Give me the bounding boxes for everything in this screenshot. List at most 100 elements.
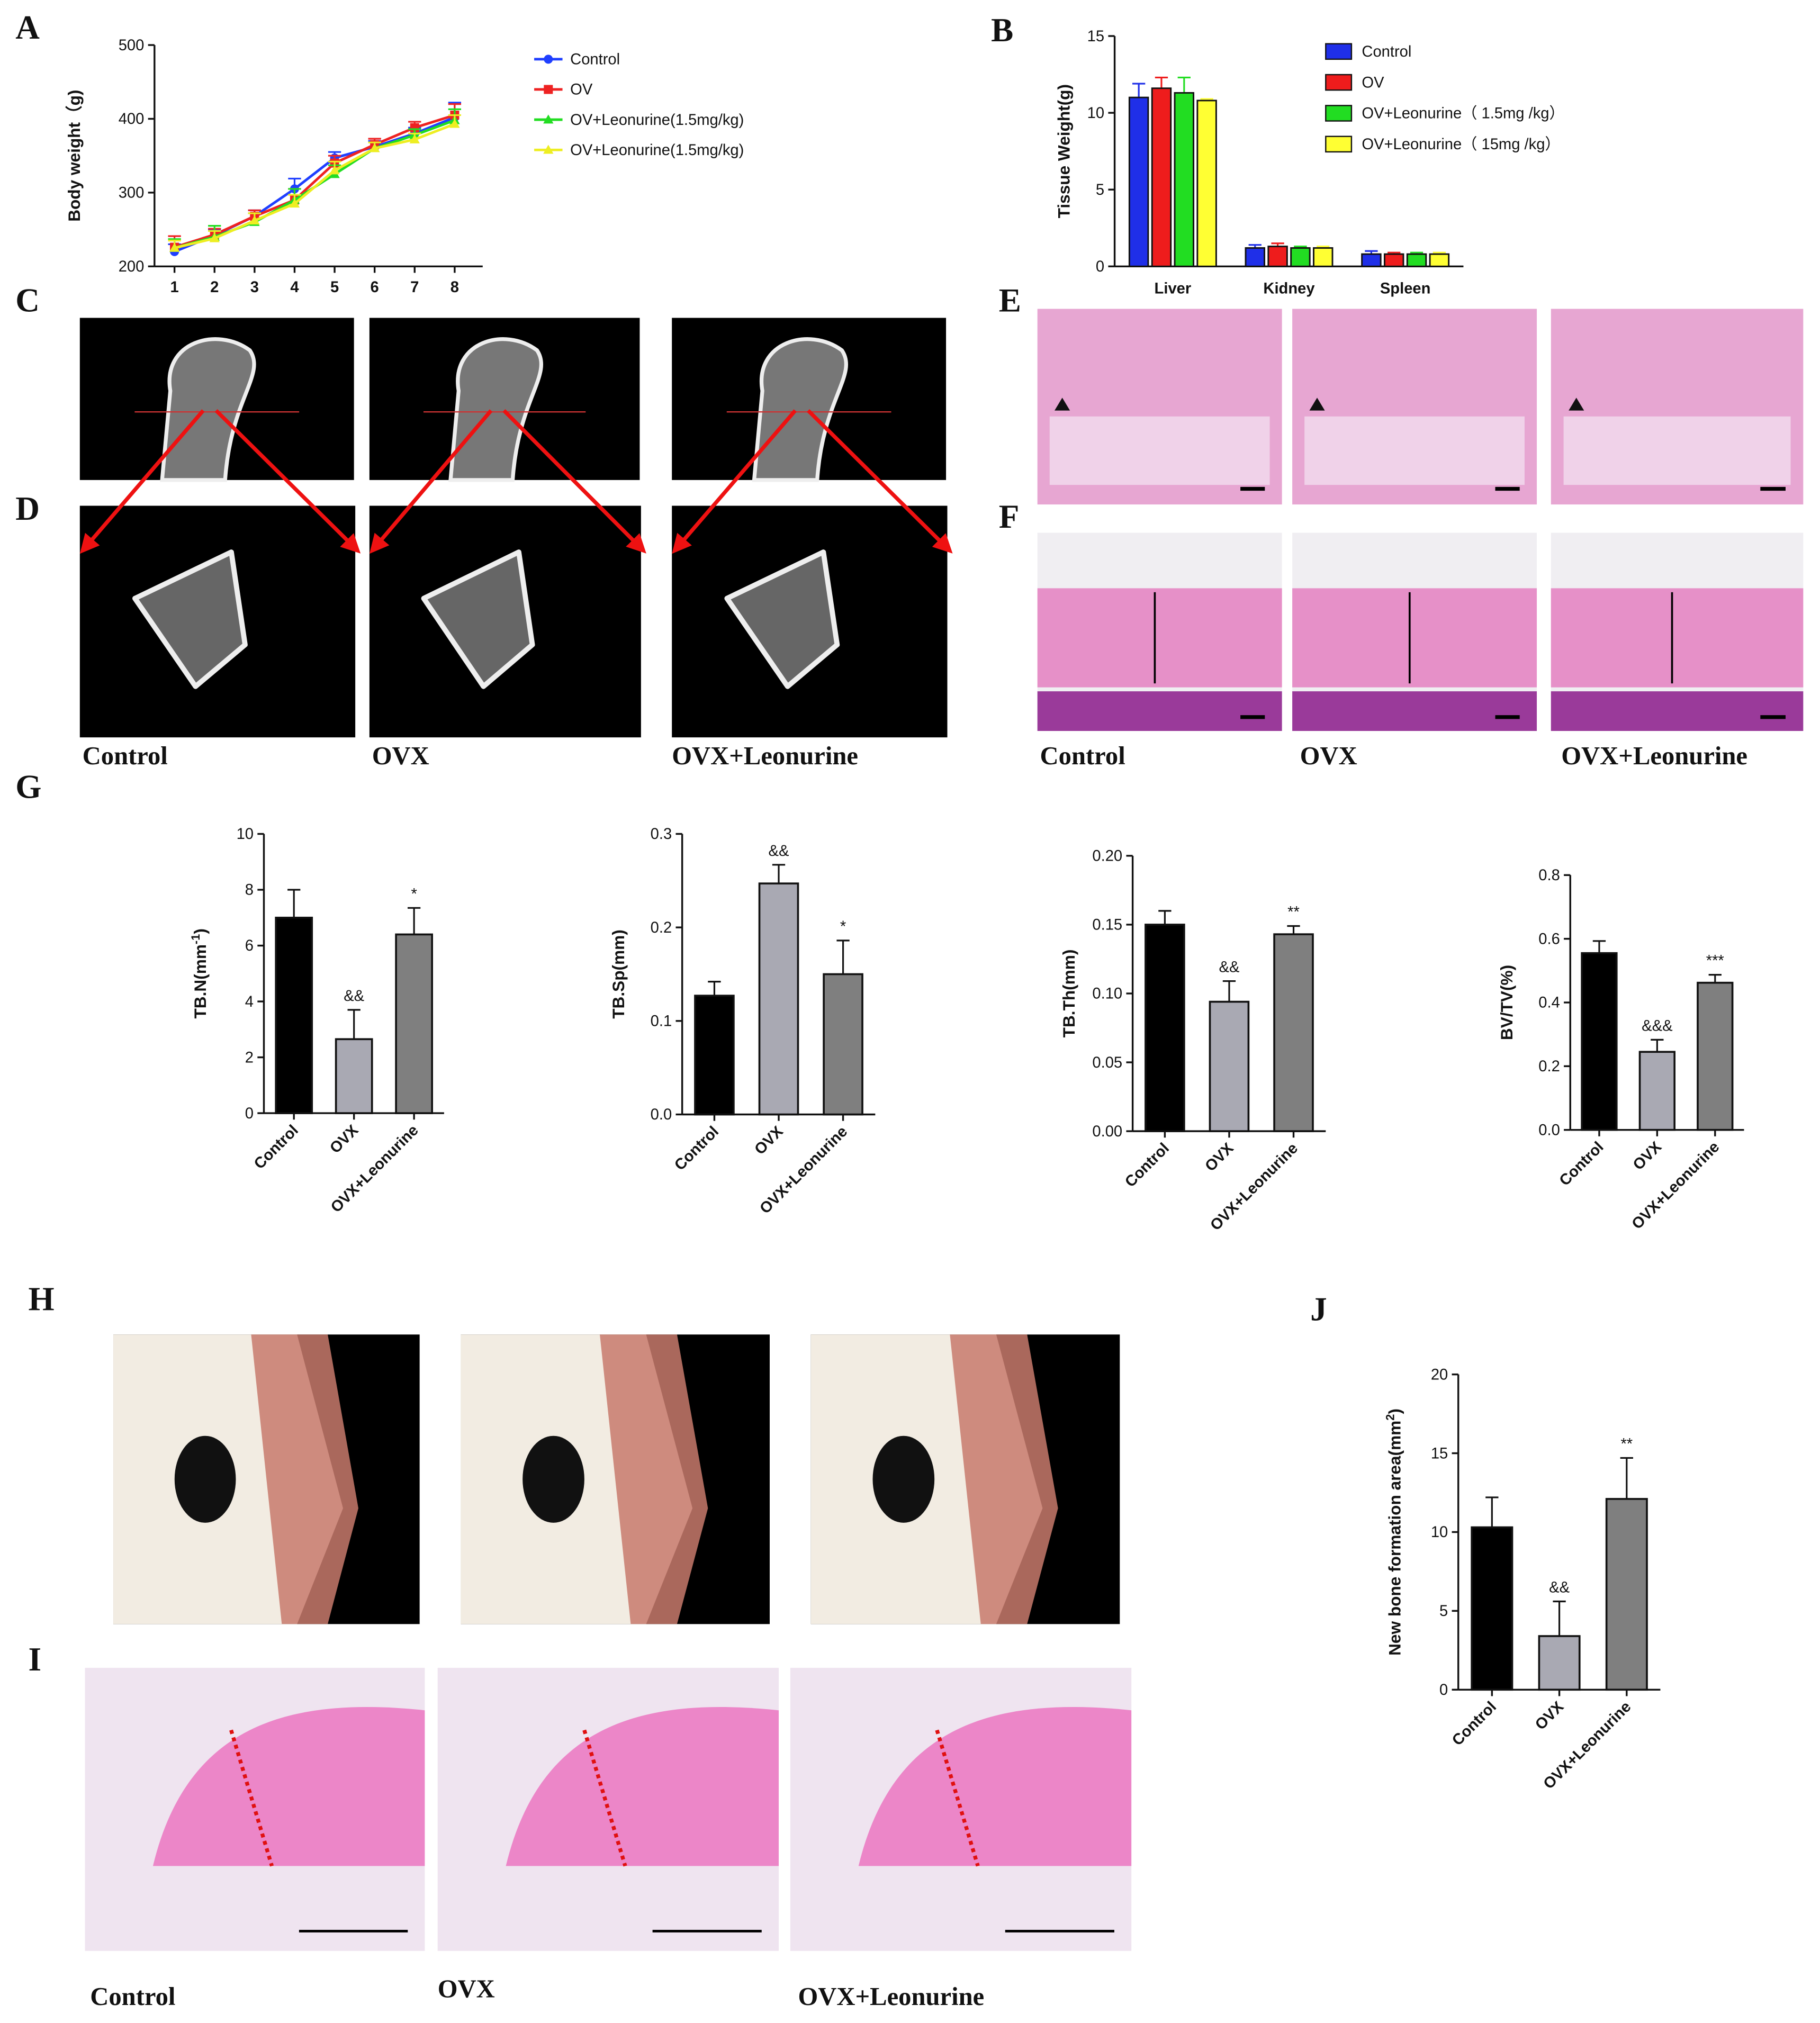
y-axis-label-part: 2 bbox=[1383, 1414, 1396, 1421]
marker bbox=[249, 215, 260, 225]
y-tick-label: 0.0 bbox=[1538, 1122, 1560, 1139]
cortex bbox=[1292, 588, 1537, 688]
y-tick-label: 20 bbox=[1431, 1366, 1448, 1383]
legend-swatch bbox=[1325, 43, 1353, 60]
legend-label: OV+Leonurine(1.5mg/kg) bbox=[570, 112, 744, 129]
image-panel bbox=[79, 318, 354, 482]
image-panel bbox=[85, 1667, 425, 1951]
image-panel bbox=[461, 1334, 770, 1624]
bar bbox=[1313, 247, 1334, 267]
marrow bbox=[1551, 691, 1804, 731]
arrow bbox=[79, 409, 205, 554]
legend-label: Control bbox=[1362, 43, 1411, 60]
image-panel bbox=[1551, 532, 1804, 731]
y-tick-label: 0.2 bbox=[651, 919, 672, 936]
image-panel bbox=[1037, 532, 1282, 731]
y-axis-label-part: ) bbox=[191, 928, 210, 934]
x-tick-label: 1 bbox=[170, 279, 179, 296]
image-panel bbox=[79, 505, 356, 738]
bar bbox=[275, 916, 313, 1114]
y-tick-label: 10 bbox=[237, 826, 254, 843]
annotation: *** bbox=[1706, 953, 1724, 970]
y-tick-label: 15 bbox=[1087, 28, 1104, 45]
series-line bbox=[174, 122, 455, 249]
y-tick-label: 200 bbox=[119, 258, 145, 275]
y-tick-label: 300 bbox=[119, 185, 145, 202]
annotation: &&& bbox=[1642, 1017, 1672, 1034]
y-tick-label: 15 bbox=[1431, 1445, 1448, 1462]
legend-swatch bbox=[1325, 136, 1353, 153]
x-tick-label: 5 bbox=[330, 279, 339, 296]
panel-letter: F bbox=[999, 498, 1020, 535]
y-tick-label: 5 bbox=[1096, 182, 1104, 198]
boundary bbox=[582, 1729, 627, 1867]
bone bbox=[752, 337, 848, 482]
arrow bbox=[672, 409, 797, 554]
y-tick-label: 0 bbox=[1096, 258, 1104, 275]
image-panel bbox=[1292, 532, 1537, 731]
legend-label: OV bbox=[570, 82, 593, 98]
y-axis-label: TB.Sp(mm) bbox=[609, 929, 628, 1018]
panel-letter: E bbox=[999, 282, 1021, 319]
panel-letter: C bbox=[15, 282, 40, 319]
bar bbox=[1605, 1498, 1648, 1691]
legend-label: OV bbox=[1362, 74, 1384, 91]
bar bbox=[1406, 253, 1427, 267]
bone bbox=[506, 1707, 779, 1866]
arrow bbox=[806, 409, 953, 554]
marker-triangle bbox=[1055, 398, 1070, 411]
bar bbox=[1581, 952, 1618, 1131]
annotation: ** bbox=[1620, 1435, 1633, 1452]
bar bbox=[1290, 247, 1311, 267]
y-tick-label: 6 bbox=[245, 937, 254, 954]
y-tick-label: 0.8 bbox=[1538, 867, 1560, 884]
bar bbox=[1384, 253, 1404, 267]
bar bbox=[823, 973, 863, 1116]
marker bbox=[209, 233, 220, 242]
y-tick-label: 8 bbox=[245, 882, 254, 899]
bar bbox=[1697, 981, 1734, 1131]
image-panel bbox=[1292, 309, 1537, 505]
image-panel bbox=[1037, 309, 1282, 505]
y-axis-label-part: TB.Sp(mm) bbox=[609, 929, 628, 1018]
bar bbox=[1174, 92, 1195, 267]
y-tick-label: 0.3 bbox=[651, 826, 672, 843]
panel-letter: J bbox=[1310, 1291, 1327, 1328]
y-tick-label: 0 bbox=[245, 1105, 254, 1122]
image-panel bbox=[810, 1334, 1120, 1624]
y-axis-label-part: TB.Th(mm) bbox=[1059, 950, 1078, 1038]
image-caption: OVX bbox=[438, 1974, 495, 2003]
y-tick-label: 500 bbox=[119, 37, 145, 54]
bone-section bbox=[421, 549, 535, 689]
annotation: && bbox=[1549, 1579, 1570, 1596]
y-axis-label: TB.Th(mm) bbox=[1059, 950, 1078, 1038]
panel-letter: B bbox=[991, 12, 1013, 49]
x-tick-label: 2 bbox=[210, 279, 219, 296]
y-axis-label: Body weight（g) bbox=[65, 90, 84, 222]
bar bbox=[1151, 87, 1172, 267]
y-tick-label: 0 bbox=[1439, 1682, 1448, 1699]
y-axis-label: BV/TV(%) bbox=[1497, 965, 1516, 1040]
image-panel bbox=[790, 1667, 1132, 1951]
cortex bbox=[1037, 588, 1282, 688]
tissue-red bbox=[950, 1334, 1058, 1624]
image-caption: OVX bbox=[372, 742, 429, 770]
panel-letter: H bbox=[29, 1280, 55, 1317]
cortex bbox=[1551, 588, 1804, 688]
defect bbox=[174, 1435, 236, 1523]
y-tick-label: 0.00 bbox=[1092, 1123, 1122, 1140]
legend-swatch bbox=[1325, 105, 1353, 122]
bone bbox=[858, 1707, 1132, 1866]
panel-letter: D bbox=[15, 490, 40, 527]
image-panel bbox=[1551, 309, 1804, 505]
bar bbox=[1429, 253, 1450, 267]
y-tick-label: 0.2 bbox=[1538, 1058, 1560, 1075]
bar bbox=[1145, 924, 1185, 1132]
bar bbox=[1196, 100, 1217, 267]
marrow bbox=[1037, 691, 1282, 731]
bar bbox=[395, 933, 434, 1114]
image-panel bbox=[437, 1667, 779, 1951]
annotation: && bbox=[769, 843, 789, 860]
annotation: ** bbox=[1287, 904, 1300, 920]
bone-section bbox=[132, 549, 248, 689]
